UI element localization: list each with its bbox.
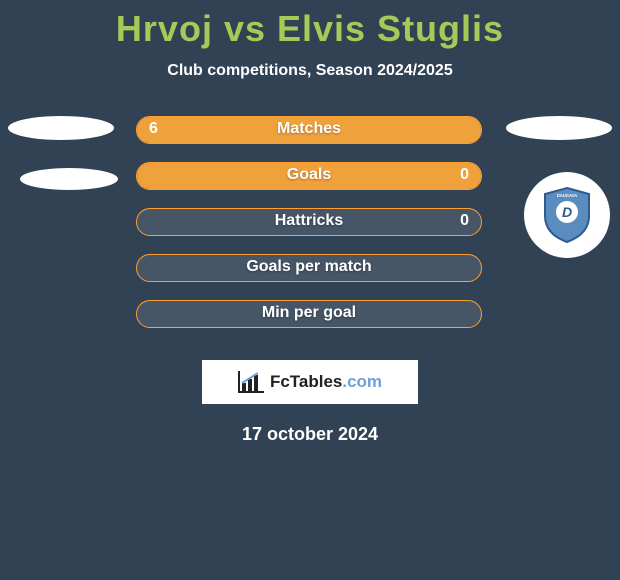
stat-bar-goals: Goals 0 [136,162,482,190]
stat-row: 6 Matches [0,116,620,162]
stat-bar-goals-per-match: Goals per match [136,254,482,282]
subtitle: Club competitions, Season 2024/2025 [0,62,620,80]
stat-bar-min-per-goal: Min per goal [136,300,482,328]
stat-row: Goals 0 [0,162,620,208]
logo-box: FcTables.com [202,360,418,404]
stat-bar-hattricks: Hattricks 0 [136,208,482,236]
stat-value-right: 0 [460,166,469,184]
stat-label: Goals per match [137,258,481,276]
stat-label: Hattricks [137,212,481,230]
logo-text-main: FcTables [270,372,342,391]
stat-label: Goals [137,166,481,184]
date-label: 17 october 2024 [0,424,620,445]
stats-container: D DAUGAVA 6 Matches Goals 0 Hattricks [0,116,620,346]
logo-text: FcTables.com [270,372,382,392]
page-title: Hrvoj vs Elvis Stuglis [0,0,620,50]
stat-row: Hattricks 0 [0,208,620,254]
stat-label: Matches [137,120,481,138]
stat-value-right: 0 [460,212,469,230]
stat-bar-matches: 6 Matches [136,116,482,144]
stat-row: Goals per match [0,254,620,300]
stat-row: Min per goal [0,300,620,346]
stat-label: Min per goal [137,304,481,322]
bars-chart-icon [238,371,264,393]
logo-text-suffix: .com [342,372,382,391]
